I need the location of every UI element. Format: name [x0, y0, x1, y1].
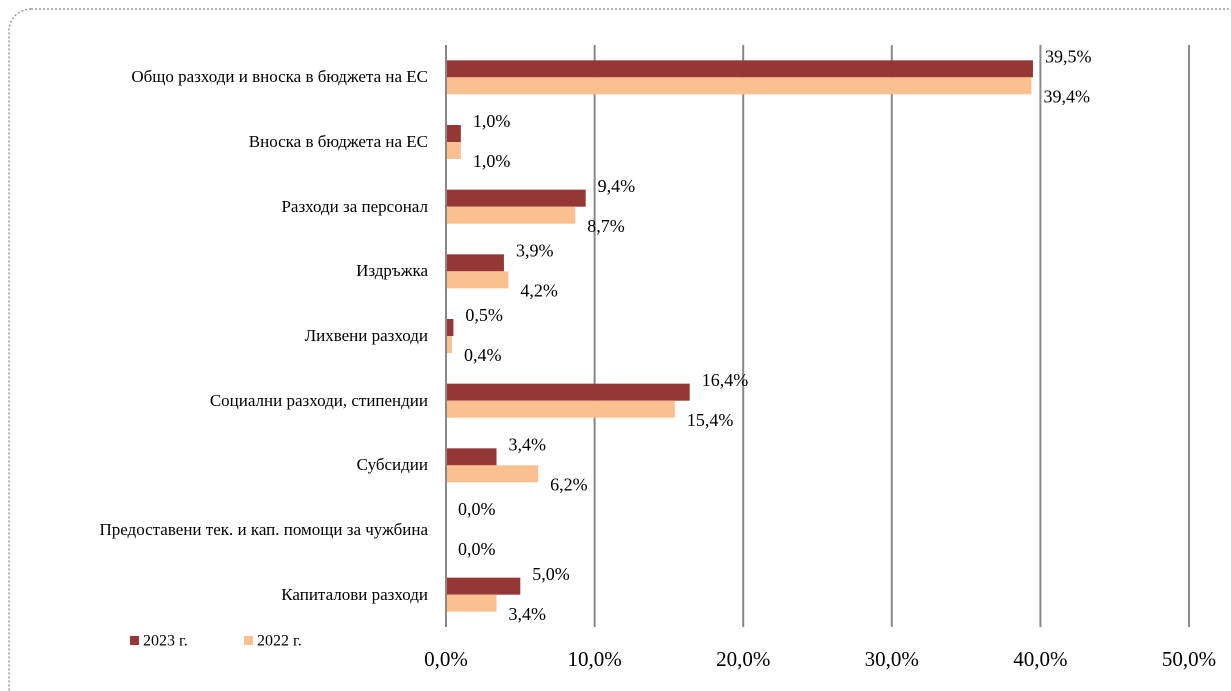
bar: [446, 60, 1033, 78]
value-label: 0,0%: [458, 539, 496, 559]
value-label: 1,0%: [473, 151, 511, 171]
value-label: 0,4%: [464, 345, 502, 365]
category-label: Субсидии: [356, 455, 428, 475]
category-label: Общо разходи и вноска в бюджета на ЕС: [131, 67, 428, 87]
bar: [446, 125, 461, 142]
value-label: 8,7%: [587, 216, 625, 236]
bar: [446, 448, 497, 466]
bar: [446, 271, 509, 289]
value-label: 5,0%: [532, 564, 570, 584]
bar: [446, 594, 497, 612]
value-label: 0,0%: [458, 499, 496, 519]
value-label: 39,5%: [1045, 46, 1092, 66]
bar: [446, 577, 521, 595]
bar: [446, 189, 586, 207]
value-label: 4,2%: [520, 280, 558, 300]
category-label: Капиталови разходи: [281, 584, 428, 604]
bar: [446, 77, 1032, 95]
bar: [446, 142, 461, 159]
x-tick-label: 40,0%: [1013, 647, 1067, 671]
bar: [446, 206, 576, 224]
category-label: Социални разходи, стипендии: [209, 390, 428, 410]
category-label: Разходи за персонал: [281, 196, 428, 216]
bar: [446, 400, 675, 418]
category-label: Издръжка: [356, 261, 428, 281]
value-label: 39,4%: [1043, 86, 1090, 106]
value-label: 0,5%: [465, 305, 503, 325]
legend-swatch: [244, 636, 253, 645]
value-label: 1,0%: [473, 111, 511, 131]
value-label: 9,4%: [598, 176, 636, 196]
x-tick-label: 30,0%: [865, 647, 919, 671]
bar: [446, 319, 454, 336]
category-label: Лихвени разходи: [304, 326, 428, 345]
category-label: Предоставени тек. и кап. помощи за чужби…: [99, 520, 428, 539]
legend-label: 2022 г.: [257, 633, 302, 650]
x-tick-label: 10,0%: [567, 647, 621, 671]
x-tick-label: 20,0%: [716, 647, 770, 671]
value-label: 3,4%: [509, 434, 547, 454]
value-label: 3,4%: [509, 604, 547, 624]
frame: [8, 8, 1231, 691]
bar: [446, 336, 452, 353]
bar: [446, 465, 539, 483]
category-label: Вноска в бюджета на ЕС: [248, 132, 428, 151]
bar: [446, 254, 504, 272]
value-label: 15,4%: [687, 410, 734, 430]
value-label: 6,2%: [550, 474, 588, 494]
legend-swatch: [130, 636, 139, 645]
bar: [446, 383, 690, 401]
value-label: 3,9%: [516, 240, 554, 260]
x-tick-label: 0,0%: [424, 647, 468, 671]
value-label: 16,4%: [702, 370, 749, 390]
legend-label: 2023 г.: [143, 633, 188, 650]
x-tick-label: 50,0%: [1162, 647, 1216, 671]
